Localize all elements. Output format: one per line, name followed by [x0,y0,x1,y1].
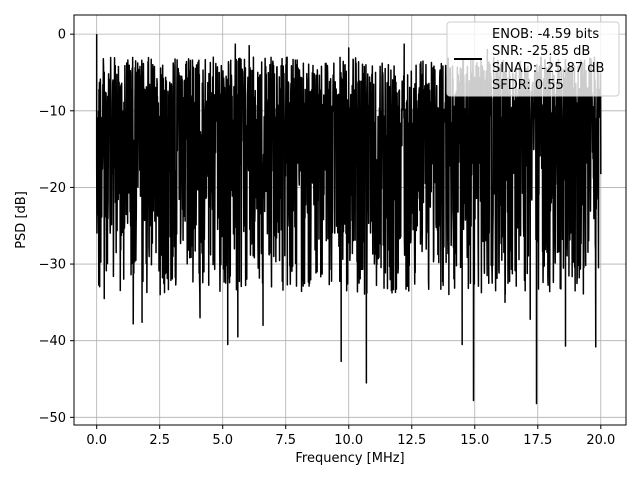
legend-sfdr: SFDR: 0.55 [492,78,564,93]
x-tick-label: 0.0 [86,433,107,448]
series-psd [95,34,602,405]
ticks: 0.0 2.5 5.0 7.5 10.0 12.5 15.0 17.5 20.0 0 −10 −20 −… [39,28,616,448]
x-axis-label: Frequency [MHz] [295,451,404,466]
x-tick-label: 5.0 [212,433,233,448]
legend: ENOB: -4.59 bits SNR: -25.85 dB SINAD: -… [446,21,620,97]
y-tick-label: −50 [39,411,66,426]
y-axis-label: PSD [dB] [14,191,29,249]
y-tick-label: −20 [39,181,66,196]
x-tick-label: 17.5 [523,433,552,448]
x-tick-label: 15.0 [460,433,489,448]
x-tick-label: 2.5 [149,433,170,448]
legend-box [446,21,620,97]
y-tick-label: −10 [39,104,66,119]
y-tick-label: 0 [58,28,66,43]
x-tick-label: 7.5 [275,433,296,448]
y-tick-label: −40 [39,334,66,349]
x-tick-label: 10.0 [334,433,363,448]
legend-sinad: SINAD: -25.87 dB [492,61,604,76]
y-tick-label: −30 [39,258,66,273]
x-tick-label: 20.0 [586,433,615,448]
x-tick-label: 12.5 [397,433,426,448]
legend-snr: SNR: -25.85 dB [492,44,590,59]
legend-enob: ENOB: -4.59 bits [492,27,599,42]
axes-frame [73,14,627,426]
psd-series-line [95,34,602,405]
